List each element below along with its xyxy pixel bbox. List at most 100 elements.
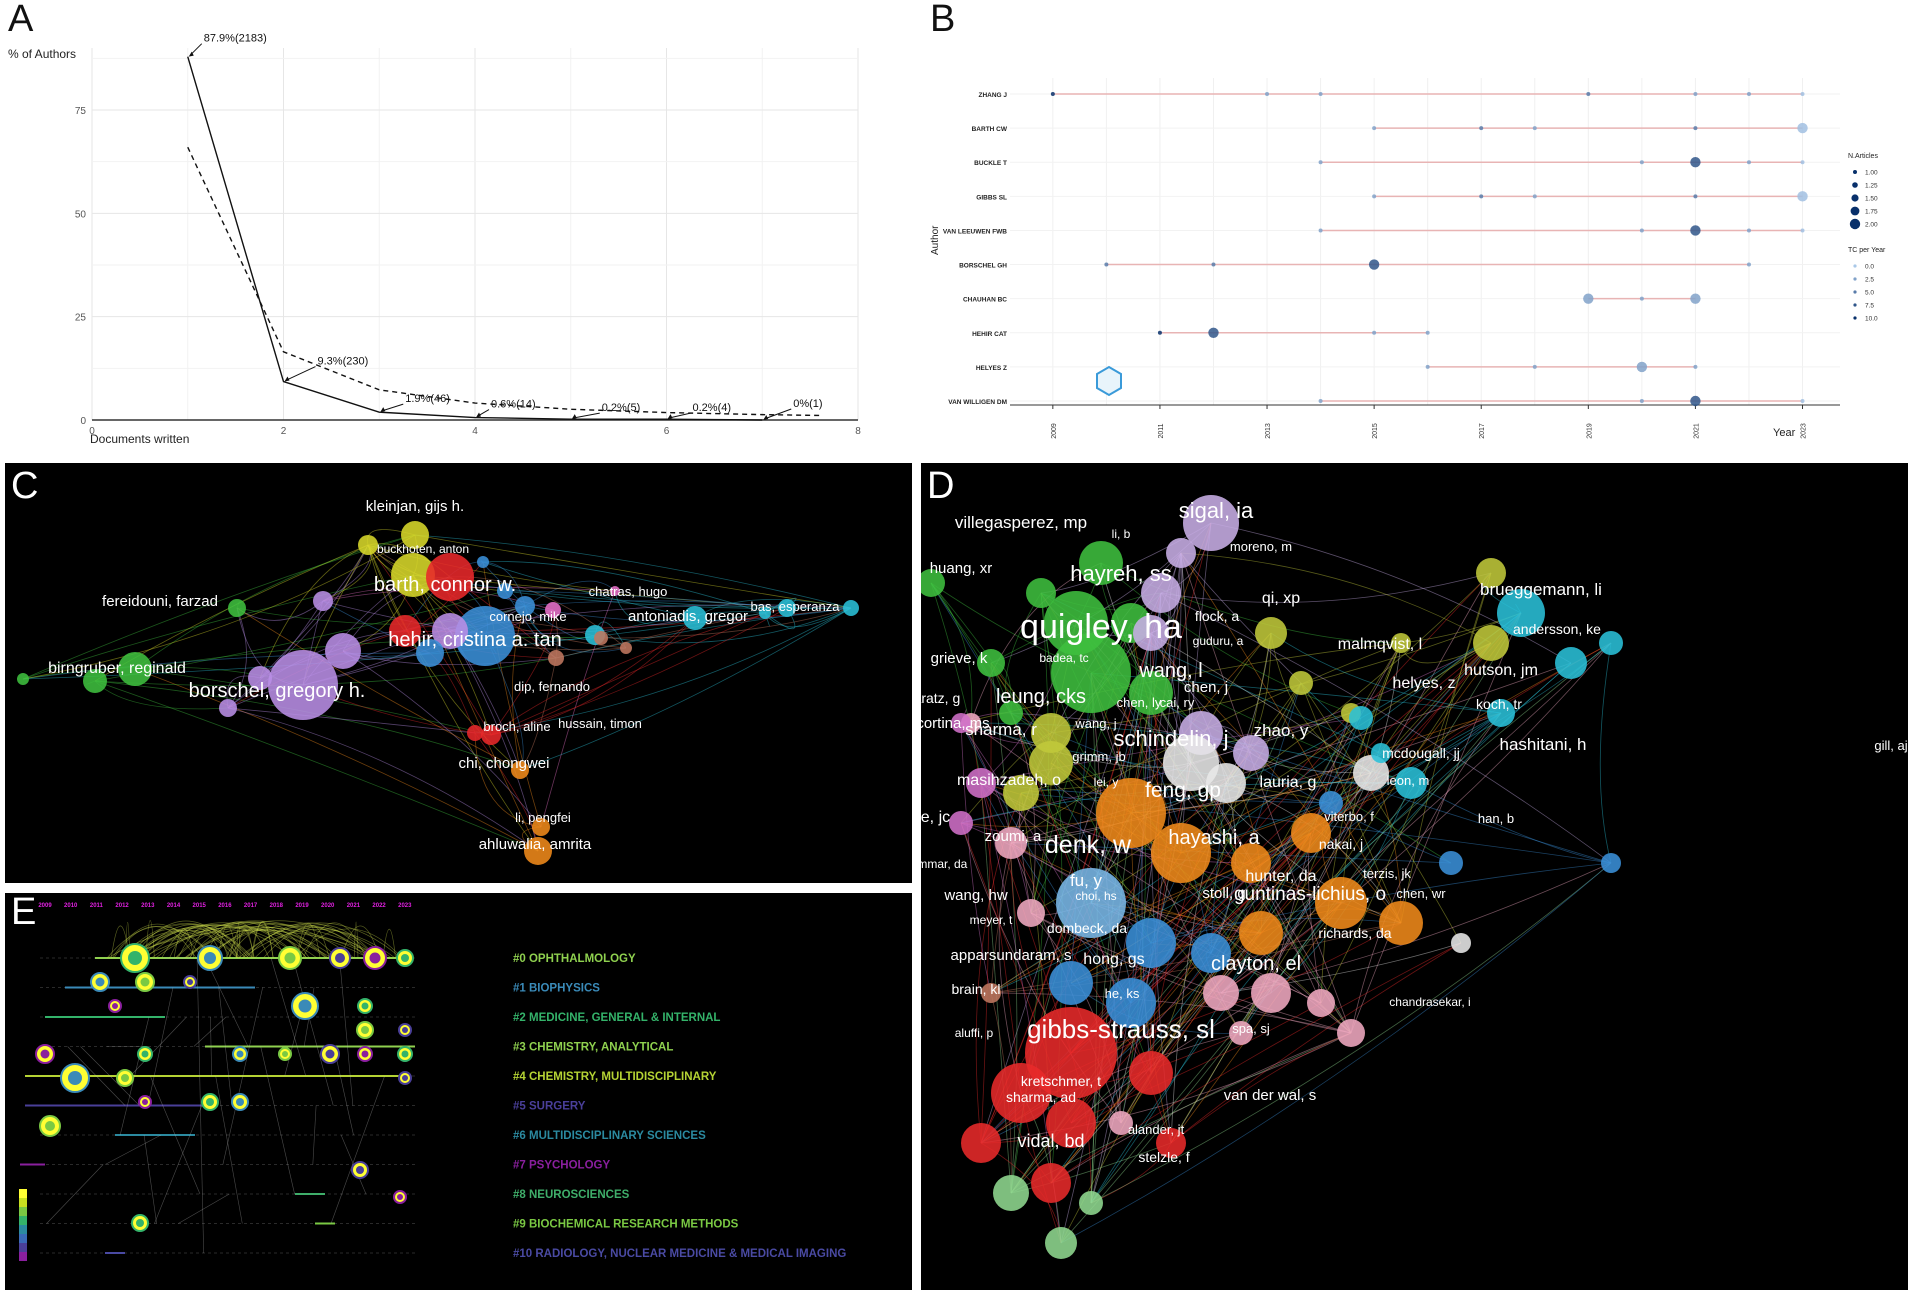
- edge: [1030, 912, 1352, 1034]
- citation-arc: [254, 927, 378, 959]
- year-label: 2023: [398, 903, 412, 909]
- year-label: 2011: [90, 903, 104, 909]
- legend-n-swatch: [1852, 182, 1858, 188]
- x-tick-label: 2017: [1479, 423, 1486, 439]
- cluster-node-core: [356, 1166, 364, 1174]
- node: [1183, 495, 1239, 551]
- node-label: zoumi, a: [985, 828, 1042, 845]
- author-point: [1104, 262, 1109, 267]
- edge: [1150, 862, 1612, 944]
- link: [196, 957, 204, 1254]
- node-label: brueggemann, li: [1480, 580, 1602, 599]
- citation-arc: [127, 925, 303, 959]
- cluster-label: #4 CHEMISTRY, MULTIDISCIPLINARY: [513, 1071, 717, 1083]
- x-tick-label: 2009: [1051, 423, 1058, 439]
- citation-arc: [161, 925, 232, 959]
- edge: [1010, 842, 1262, 934]
- edge: [1130, 712, 1502, 1004]
- author-point: [1690, 157, 1701, 168]
- node: [401, 521, 429, 549]
- edge: [490, 607, 788, 736]
- edge: [1090, 862, 1612, 1204]
- author-point: [1425, 330, 1430, 335]
- series-observed: [187, 56, 763, 421]
- edge: [1410, 782, 1612, 864]
- node: [268, 650, 338, 720]
- citation-arc: [263, 924, 378, 959]
- edge: [1070, 572, 1492, 1054]
- author-point: [1372, 194, 1377, 199]
- node-label: denk, w: [1045, 831, 1132, 859]
- coauthor-network-c: kleinjan, gijs h. buckhoten, anton barth, …: [17, 498, 859, 865]
- year-label: 2020: [321, 903, 335, 909]
- author-point: [1800, 160, 1805, 165]
- cluster-label: #2 MEDICINE, GENERAL & INTERNAL: [513, 1012, 720, 1024]
- node: [432, 613, 468, 649]
- node-label: cai, ry: [1160, 695, 1195, 710]
- year-label: 2012: [115, 903, 129, 909]
- author-point: [1800, 92, 1805, 96]
- citation-arc: [111, 923, 203, 959]
- edge: [1170, 782, 1227, 1144]
- node-label: guntinas-lichius, o: [1234, 884, 1386, 905]
- edge: [490, 612, 766, 736]
- cluster-node-core: [361, 1026, 369, 1034]
- author-point: [1211, 262, 1216, 267]
- edge: [600, 607, 852, 639]
- node: [1497, 589, 1545, 637]
- node-label: cornejo, mike: [489, 609, 566, 624]
- node: [1106, 978, 1156, 1028]
- edge: [960, 722, 1032, 914]
- node-label: leon, m: [1387, 773, 1430, 788]
- arrow-head: [476, 412, 481, 418]
- node-label: richards, da: [1318, 925, 1391, 941]
- x-axis-label: Year: [1773, 427, 1796, 439]
- edge: [519, 607, 852, 771]
- author-point: [1639, 228, 1644, 233]
- color-scale-swatch: [19, 1189, 27, 1198]
- edge: [134, 637, 602, 670]
- author-point: [1368, 259, 1380, 270]
- cluster-node-core: [206, 1098, 214, 1106]
- node-label: koch, tr: [1476, 696, 1522, 712]
- arrow-head: [188, 51, 194, 57]
- citation-arc: [296, 923, 321, 959]
- edge: [524, 605, 627, 653]
- cluster-node-core: [284, 952, 296, 964]
- edge: [1150, 692, 1262, 934]
- edge: [1070, 992, 1272, 1124]
- cluster-node-core: [136, 1219, 144, 1227]
- node: [228, 599, 246, 617]
- node-label: hayashi, a: [1168, 827, 1260, 849]
- citation-arc: [302, 922, 367, 959]
- link: [178, 1193, 230, 1224]
- node: [981, 983, 1001, 1003]
- cluster-label: #10 RADIOLOGY, NUCLEAR MEDICINE & MEDICA…: [513, 1248, 846, 1260]
- link: [150, 1075, 201, 1195]
- node-label: andersson, ke: [1513, 621, 1601, 637]
- edge: [490, 609, 555, 736]
- edge: [980, 1032, 1352, 1144]
- legend-tc-label: 10.0: [1865, 316, 1878, 323]
- cluster-node-core: [141, 1050, 149, 1058]
- node: [1473, 625, 1509, 661]
- node-label: van der wal, s: [1224, 1087, 1317, 1104]
- citation-arc: [130, 924, 293, 959]
- edge: [1010, 832, 1312, 1194]
- edge: [960, 642, 1402, 724]
- edge: [504, 590, 852, 609]
- edge: [236, 607, 521, 771]
- x-tick-label: 6: [664, 426, 670, 437]
- watermark-hexagon-icon: [1096, 365, 1122, 397]
- y-axis-label: Author: [930, 225, 941, 255]
- year-label: 2010: [64, 903, 78, 909]
- cluster-node-core: [401, 954, 409, 962]
- cluster-node-core: [402, 1027, 408, 1033]
- edge: [1070, 672, 1092, 984]
- edge: [322, 600, 431, 654]
- author-label: BUCKLE T: [974, 160, 1007, 167]
- edge: [1070, 832, 1312, 984]
- color-scale-swatch: [19, 1225, 27, 1234]
- citation-arc: [142, 928, 246, 959]
- link: [312, 1105, 317, 1165]
